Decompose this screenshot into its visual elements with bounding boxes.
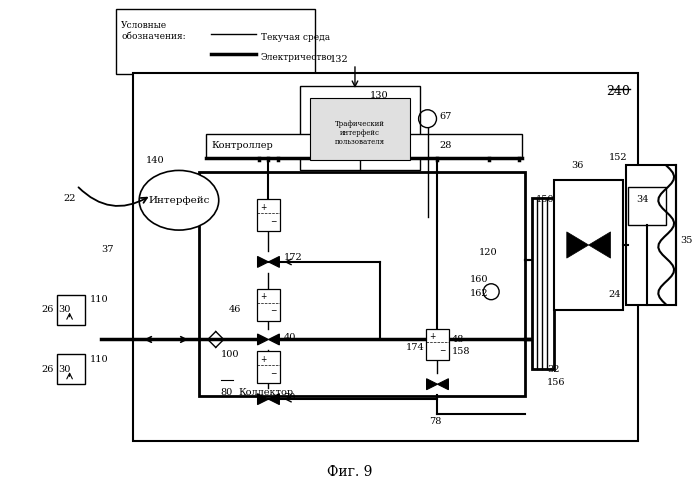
Text: 70: 70	[283, 393, 296, 402]
Ellipse shape	[139, 170, 219, 230]
Text: 152: 152	[609, 154, 627, 163]
FancyBboxPatch shape	[628, 188, 666, 225]
FancyBboxPatch shape	[626, 165, 676, 304]
Polygon shape	[268, 394, 280, 405]
Text: 46: 46	[229, 305, 241, 314]
Text: 35: 35	[680, 236, 693, 245]
Polygon shape	[589, 232, 610, 258]
Text: 36: 36	[572, 162, 584, 170]
FancyBboxPatch shape	[257, 289, 280, 321]
Text: 80: 80	[221, 388, 233, 397]
Text: 174: 174	[405, 343, 424, 352]
Polygon shape	[567, 232, 589, 258]
FancyBboxPatch shape	[257, 352, 280, 383]
Text: −: −	[439, 346, 446, 355]
Text: Электричество: Электричество	[261, 53, 333, 61]
Text: −: −	[271, 217, 277, 226]
Text: 32: 32	[547, 365, 559, 374]
Text: +: +	[260, 292, 267, 301]
Text: 172: 172	[283, 253, 302, 262]
Polygon shape	[257, 256, 268, 268]
Text: Контроллер: Контроллер	[212, 141, 273, 150]
Text: 34: 34	[636, 195, 649, 204]
Text: 110: 110	[89, 295, 108, 304]
Text: Интерфейс: Интерфейс	[148, 196, 210, 205]
FancyBboxPatch shape	[57, 355, 85, 384]
Text: 156: 156	[547, 378, 565, 387]
FancyBboxPatch shape	[199, 172, 525, 396]
Text: 24: 24	[609, 290, 621, 299]
Polygon shape	[426, 379, 438, 390]
FancyBboxPatch shape	[116, 9, 315, 74]
Polygon shape	[268, 256, 280, 268]
Text: −: −	[271, 306, 277, 315]
Text: −: −	[271, 369, 277, 378]
Text: 40: 40	[283, 333, 296, 342]
FancyBboxPatch shape	[554, 180, 624, 310]
Text: 28: 28	[440, 141, 452, 150]
Text: +: +	[429, 332, 435, 341]
Text: 132: 132	[330, 55, 349, 64]
FancyBboxPatch shape	[257, 199, 280, 231]
Text: 67: 67	[440, 112, 452, 121]
Text: 130: 130	[370, 91, 389, 100]
Polygon shape	[438, 379, 449, 390]
FancyBboxPatch shape	[57, 295, 85, 325]
Polygon shape	[257, 394, 268, 405]
Text: Условные
обозначения:: Условные обозначения:	[122, 21, 186, 41]
FancyBboxPatch shape	[532, 198, 554, 369]
Text: 78: 78	[430, 417, 442, 426]
Text: 48: 48	[452, 335, 464, 344]
Text: 150: 150	[536, 195, 554, 204]
Text: Текучая среда: Текучая среда	[261, 33, 330, 42]
Text: 37: 37	[101, 246, 114, 254]
Polygon shape	[257, 334, 268, 345]
Text: Коллектор: Коллектор	[238, 388, 294, 397]
Text: 140: 140	[146, 156, 165, 165]
Text: 30: 30	[59, 365, 71, 374]
Text: +: +	[260, 203, 267, 212]
Text: 22: 22	[64, 194, 76, 203]
Text: 100: 100	[221, 350, 239, 359]
Text: Трафический
интерфейс
пользователя: Трафический интерфейс пользователя	[335, 120, 385, 146]
Text: 240: 240	[607, 85, 630, 98]
Text: 120: 120	[480, 248, 498, 257]
Text: 162: 162	[469, 289, 488, 298]
Text: 26: 26	[42, 365, 54, 374]
Text: 160: 160	[469, 275, 488, 284]
FancyBboxPatch shape	[426, 328, 449, 360]
FancyBboxPatch shape	[310, 98, 410, 161]
Text: 158: 158	[452, 347, 470, 356]
Text: 30: 30	[59, 305, 71, 314]
FancyBboxPatch shape	[134, 73, 638, 441]
Text: Фиг. 9: Фиг. 9	[327, 464, 373, 479]
Text: 110: 110	[89, 355, 108, 364]
Polygon shape	[268, 334, 280, 345]
FancyBboxPatch shape	[206, 134, 522, 158]
Text: 26: 26	[42, 305, 54, 314]
FancyBboxPatch shape	[301, 86, 419, 170]
Text: +: +	[260, 355, 267, 364]
